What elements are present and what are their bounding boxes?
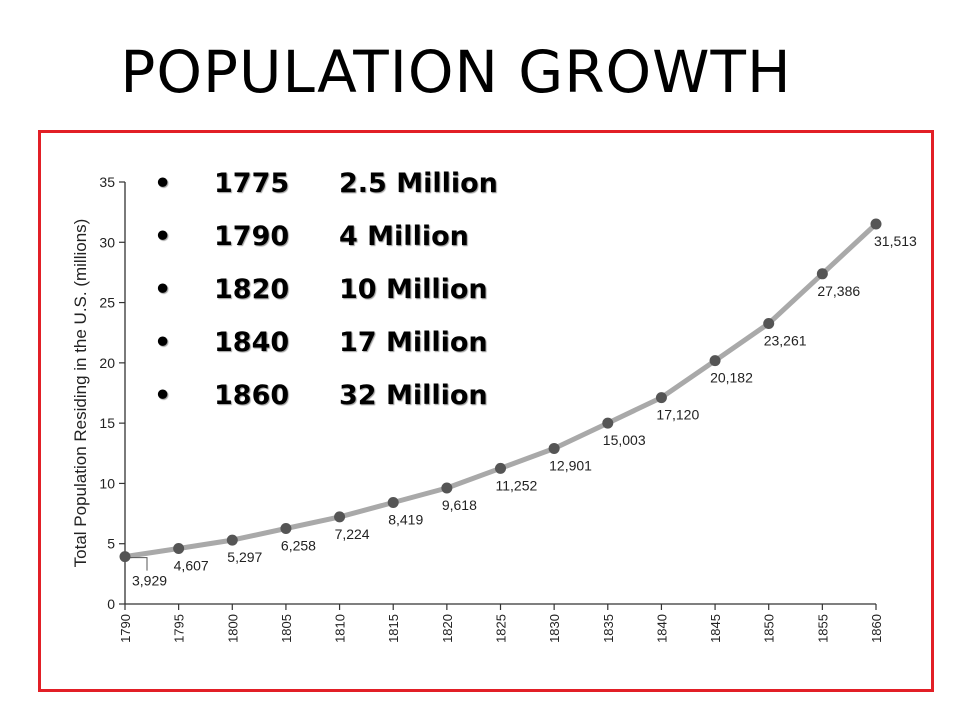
- x-tick-label: 1820: [440, 614, 455, 643]
- data-label: 7,224: [335, 526, 370, 542]
- bullet-dot-icon: •: [154, 168, 172, 199]
- bullet-dot-icon: •: [154, 380, 172, 411]
- bullet-item: • 1840 17 Million: [150, 322, 498, 375]
- data-point: [387, 496, 399, 508]
- data-point: [334, 511, 346, 523]
- x-tick-label: 1810: [333, 614, 348, 643]
- bullet-year: 1790: [214, 221, 290, 252]
- bullet-year: 1775: [214, 168, 290, 199]
- data-point: [441, 482, 453, 494]
- data-point: [602, 417, 614, 429]
- label-leader-line: [129, 557, 148, 571]
- data-label: 15,003: [603, 432, 646, 448]
- data-point: [870, 218, 882, 230]
- y-tick-label: 35: [99, 174, 115, 190]
- data-point: [280, 523, 292, 535]
- bullet-dot-icon: •: [154, 221, 172, 252]
- data-point: [119, 551, 131, 563]
- x-tick-label: 1860: [869, 614, 884, 643]
- y-tick-label: 5: [107, 536, 115, 552]
- data-point: [226, 534, 238, 546]
- data-label: 8,419: [388, 511, 423, 527]
- y-tick-label: 25: [99, 295, 115, 311]
- bullet-year: 1840: [214, 327, 290, 358]
- data-point: [655, 392, 667, 404]
- y-tick-label: 0: [107, 596, 115, 612]
- x-tick-label: 1830: [547, 614, 562, 643]
- x-tick-label: 1845: [708, 614, 723, 643]
- data-point: [816, 268, 828, 280]
- slide-title: POPULATION GROWTH: [120, 38, 792, 106]
- data-label: 27,386: [817, 283, 860, 299]
- x-tick-label: 1825: [494, 614, 509, 643]
- bullet-value: 17 Million: [339, 327, 488, 358]
- data-label: 11,252: [496, 477, 538, 493]
- bullet-value: 4 Million: [339, 221, 469, 252]
- bullet-value: 10 Million: [339, 274, 488, 305]
- x-tick-label: 1790: [118, 614, 133, 643]
- data-label: 17,120: [656, 407, 699, 423]
- bullet-value: 2.5 Million: [339, 168, 498, 199]
- bullet-item: • 1790 4 Million: [150, 216, 498, 269]
- data-point: [548, 442, 560, 454]
- population-bullet-list: • 1775 2.5 Million • 1790 4 Million • 18…: [150, 163, 498, 428]
- bullet-year: 1820: [214, 274, 290, 305]
- bullet-dot-icon: •: [154, 274, 172, 305]
- data-point: [173, 542, 185, 554]
- data-label: 23,261: [764, 333, 807, 349]
- data-label: 4,607: [174, 557, 209, 573]
- data-label: 9,618: [442, 497, 477, 513]
- bullet-item: • 1860 32 Million: [150, 375, 498, 428]
- y-tick-label: 20: [99, 355, 115, 371]
- data-label: 20,182: [710, 370, 753, 386]
- x-tick-label: 1805: [279, 614, 294, 643]
- data-label: 6,258: [281, 538, 316, 554]
- x-tick-label: 1840: [654, 614, 669, 643]
- data-point: [709, 355, 721, 367]
- data-point: [495, 462, 506, 474]
- x-tick-label: 1815: [386, 614, 401, 643]
- bullet-item: • 1820 10 Million: [150, 269, 498, 322]
- x-tick-label: 1795: [172, 614, 187, 643]
- y-tick-label: 10: [99, 475, 115, 491]
- bullet-year: 1860: [214, 380, 290, 411]
- x-tick-label: 1835: [601, 614, 616, 643]
- y-tick-label: 15: [99, 415, 115, 431]
- bullet-item: • 1775 2.5 Million: [150, 163, 498, 216]
- y-axis-label: Total Population Residing in the U.S. (m…: [71, 219, 90, 568]
- data-point: [763, 318, 775, 330]
- bullet-dot-icon: •: [154, 327, 172, 358]
- x-tick-label: 1800: [225, 614, 240, 643]
- y-tick-label: 30: [99, 234, 115, 250]
- chart-frame: [38, 130, 934, 692]
- bullet-value: 32 Million: [339, 380, 488, 411]
- x-tick-label: 1850: [762, 614, 777, 643]
- data-label: 5,297: [227, 549, 262, 565]
- x-tick-label: 1855: [815, 614, 830, 643]
- data-label: 3,929: [132, 573, 167, 589]
- data-label: 31,513: [874, 233, 917, 249]
- data-label: 12,901: [549, 457, 592, 473]
